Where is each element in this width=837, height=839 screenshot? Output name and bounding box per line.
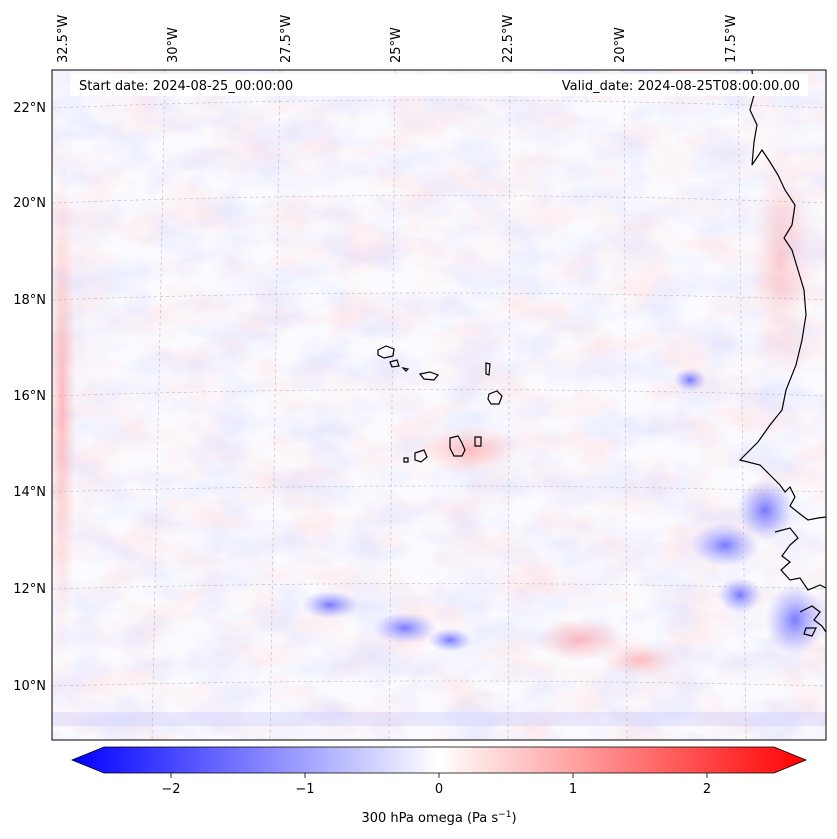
start-date-label: Start date: 2024-08-25_00:00:00 <box>79 79 293 94</box>
coastline <box>377 70 826 637</box>
colorbar-tick-label: −1 <box>295 782 314 797</box>
colorbar-gradient <box>70 746 808 774</box>
lon-label: 17.5°W <box>724 15 739 63</box>
lon-label: 32.5°W <box>56 15 71 63</box>
lon-label: 20°W <box>613 27 628 63</box>
omega-field <box>52 70 826 740</box>
colorbar-ticks: −2 −1 0 1 2 <box>161 773 711 797</box>
lon-label: 30°W <box>166 27 181 63</box>
lon-label: 25°W <box>389 27 404 63</box>
lat-label: 16°N <box>13 389 46 404</box>
lat-label: 12°N <box>13 582 46 597</box>
map-frame <box>51 69 827 741</box>
colorbar-tick-label: 0 <box>435 782 443 797</box>
latitude-labels: 22°N 20°N 18°N 16°N 14°N 12°N 10°N <box>13 101 46 694</box>
lat-label: 18°N <box>13 293 46 308</box>
graticule <box>52 70 826 740</box>
longitude-labels: 32.5°W 30°W 27.5°W 25°W 22.5°W 20°W 17.5… <box>56 15 739 63</box>
lat-label: 10°N <box>13 679 46 694</box>
colorbar-label: 300 hPa omega (Pa s−1) <box>361 810 516 826</box>
lat-label: 14°N <box>13 485 46 500</box>
colorbar: −2 −1 0 1 2 300 hPa omega (Pa s−1) <box>70 746 808 826</box>
lon-label: 27.5°W <box>279 15 294 63</box>
colorbar-tick-label: −2 <box>161 782 180 797</box>
header-band <box>70 74 808 96</box>
lon-label: 22.5°W <box>501 15 516 63</box>
lat-label: 22°N <box>13 101 46 116</box>
lat-label: 20°N <box>13 196 46 211</box>
colorbar-tick-label: 2 <box>703 782 711 797</box>
valid-date-label: Valid_date: 2024-08-25T08:00:00.00 <box>562 79 800 94</box>
colorbar-tick-label: 1 <box>569 782 577 797</box>
